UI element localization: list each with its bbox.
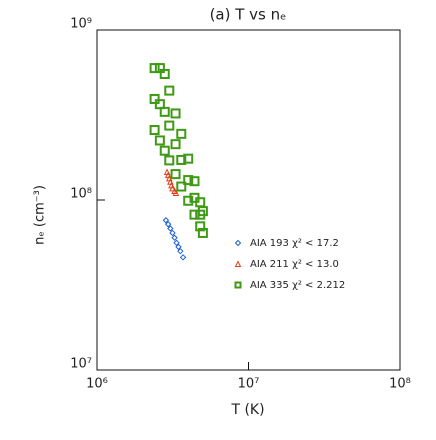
point xyxy=(176,154,187,165)
chart-title: (a) T vs nₑ xyxy=(210,6,287,24)
point xyxy=(169,184,176,192)
legend-label: AIA 335 χ² < 2.212 xyxy=(250,280,345,291)
point xyxy=(149,125,160,136)
point xyxy=(189,209,200,220)
point xyxy=(170,139,181,150)
legend-label: AIA 193 χ² < 17.2 xyxy=(250,238,339,249)
point xyxy=(169,229,176,237)
point xyxy=(183,175,194,186)
point xyxy=(159,69,170,80)
point xyxy=(159,106,170,117)
point xyxy=(177,247,184,255)
y-tick-label: 10⁷ xyxy=(70,357,92,372)
point xyxy=(170,169,181,180)
x-tick-label: 10⁷ xyxy=(238,377,260,392)
point xyxy=(183,195,194,206)
point xyxy=(175,243,182,251)
point xyxy=(164,221,172,228)
legend-label: AIA 211 χ² < 13.0 xyxy=(250,259,339,270)
point xyxy=(164,155,175,166)
point xyxy=(195,221,206,232)
x-axis-label: T (K) xyxy=(230,402,264,418)
point xyxy=(172,189,180,196)
y-tick-label: 10⁸ xyxy=(70,187,92,202)
point xyxy=(164,85,175,96)
point xyxy=(159,145,170,156)
point xyxy=(176,181,187,192)
point xyxy=(170,108,181,119)
point xyxy=(173,239,180,247)
point xyxy=(162,217,170,224)
point xyxy=(197,227,208,238)
x-tick-label: 10⁶ xyxy=(86,377,108,392)
point xyxy=(167,225,174,232)
plot-frame xyxy=(96,29,401,371)
legend-marker xyxy=(234,281,242,289)
legend-marker xyxy=(234,260,242,267)
legend-marker xyxy=(234,239,242,247)
y-axis-label: nₑ (cm⁻³) xyxy=(33,185,48,245)
point xyxy=(164,120,175,131)
point xyxy=(189,176,200,187)
y-tick-label: 10⁹ xyxy=(70,17,92,32)
point xyxy=(149,63,160,74)
x-tick-label: 10⁸ xyxy=(389,377,411,392)
point xyxy=(149,93,160,104)
point xyxy=(176,128,187,139)
point xyxy=(197,206,208,217)
point xyxy=(154,135,165,146)
point xyxy=(171,234,178,241)
point xyxy=(179,254,187,261)
point xyxy=(183,153,194,164)
